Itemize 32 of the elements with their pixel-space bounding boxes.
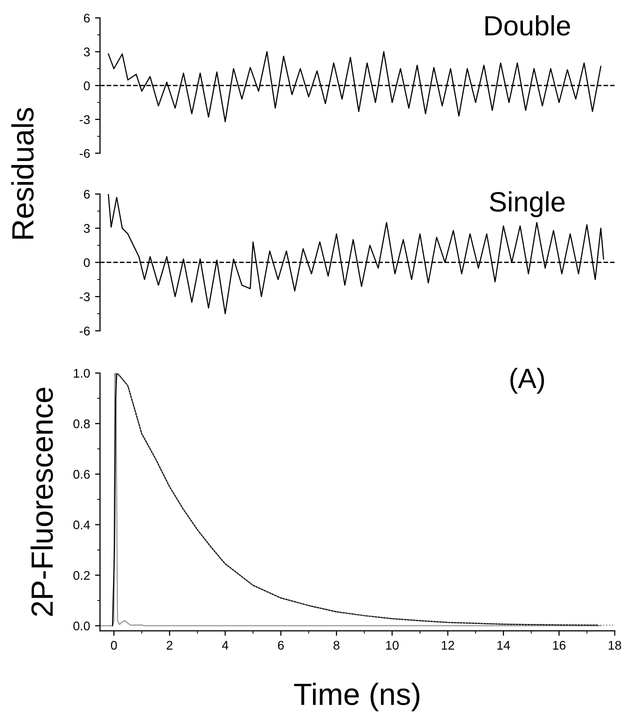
y-tick-label: 0.6: [73, 470, 90, 479]
x-tick-label: 12: [442, 640, 454, 650]
y-tick-label: 6: [84, 14, 90, 23]
y-tick-label: 0.4: [73, 520, 90, 530]
y-axis-title: 2P-Fluorescence: [30, 388, 53, 616]
y-tick-label: 0.2: [73, 571, 90, 580]
annotation: Double: [485, 15, 570, 36]
x-tick-label: 0: [110, 640, 117, 650]
x-tick-label: 10: [386, 640, 399, 650]
y-tick-label: 0: [84, 258, 90, 268]
x-tick-label: 14: [497, 640, 510, 650]
y-tick-label: 1.0: [74, 368, 90, 378]
y-tick-label: -6: [80, 149, 90, 158]
y-tick-label: 0: [84, 81, 90, 90]
y-tick-label: -6: [80, 326, 90, 336]
y-axis-title: Residuals: [11, 108, 34, 239]
y-tick-label: -3: [80, 292, 90, 302]
y-tick-label: 0.0: [73, 622, 90, 630]
x-tick-label: 8: [334, 640, 340, 650]
x-tick-label: 6: [278, 640, 284, 650]
y-tick-label: 0.8: [73, 419, 90, 428]
x-tick-label: 4: [222, 640, 228, 650]
y-tick-label: 3: [84, 224, 90, 233]
y-tick-label: 3: [84, 48, 90, 56]
y-tick-label: 6: [84, 190, 90, 199]
x-tick-label: 18: [608, 640, 622, 650]
x-tick-label: 16: [553, 640, 566, 650]
y-tick-label: -3: [80, 115, 90, 124]
annotation: Single: [490, 191, 565, 218]
x-axis-title: Time (ns): [294, 682, 420, 712]
x-tick-label: 2: [166, 640, 172, 650]
annotation: (A): [510, 368, 544, 394]
